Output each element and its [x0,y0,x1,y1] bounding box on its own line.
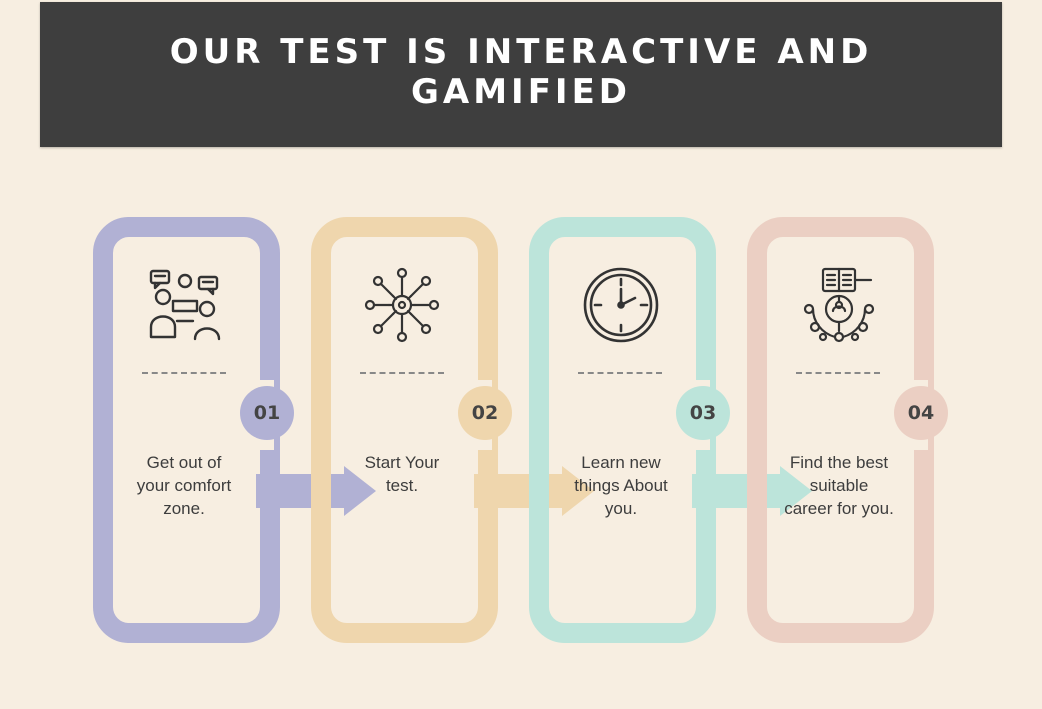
step-3-divider [578,372,662,374]
step-2-divider [360,372,444,374]
clock-icon [583,267,659,343]
page-title: OUR TEST IS INTERACTIVE AND GAMIFIED [169,31,873,112]
title-banner: OUR TEST IS INTERACTIVE AND GAMIFIED [40,2,1002,147]
step-2-text: Start Your test. [364,453,440,495]
step-3-badge: 03 [676,386,730,440]
gear-network-icon [364,267,440,343]
discussion-people-icon [149,269,221,341]
step-3-text: Learn new things About you. [574,453,668,518]
step-4-text: Find the best suitable career for you. [784,453,894,518]
step-1-text: Get out of your comfort zone. [136,453,232,518]
career-search-icon [803,267,875,343]
step-1-badge: 01 [240,386,294,440]
step-1-divider [142,372,226,374]
step-4-badge: 04 [894,386,948,440]
step-1-loop [93,217,280,643]
step-2-badge: 02 [458,386,512,440]
step-4-divider [796,372,880,374]
